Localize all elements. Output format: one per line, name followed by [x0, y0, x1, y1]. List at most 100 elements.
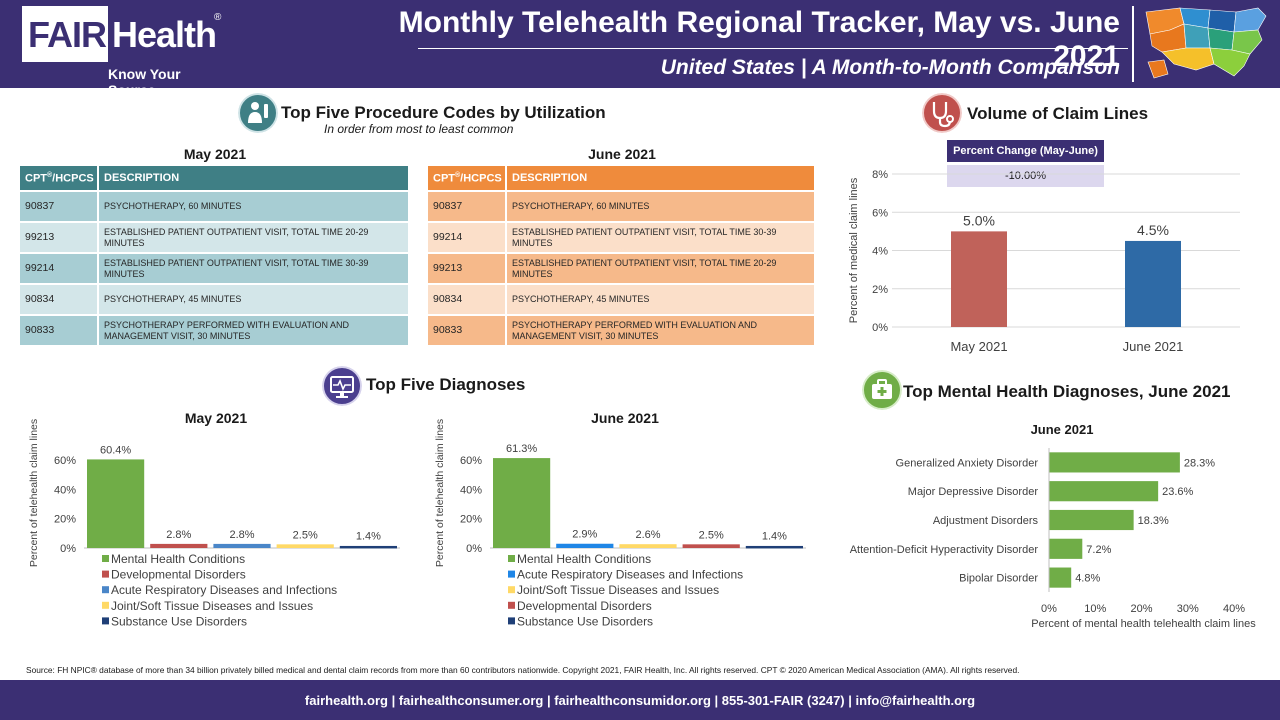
bar — [150, 543, 208, 548]
y-tick-label: 2% — [872, 284, 888, 296]
procedure-description-cell: PSYCHOTHERAPY, 45 MINUTES — [507, 283, 816, 314]
legend-entry: Joint/Soft Tissue Diseases and Issues — [517, 583, 719, 597]
y-tick-label: 4% — [872, 246, 888, 258]
title-divider — [418, 48, 1128, 49]
procedure-description-cell: ESTABLISHED PATIENT OUTPATIENT VISIT, TO… — [507, 252, 816, 283]
procedure-description-cell: ESTABLISHED PATIENT OUTPATIENT VISIT, TO… — [99, 252, 410, 283]
legend-swatch — [508, 617, 515, 625]
legend-entry: Acute Respiratory Diseases and Infection… — [111, 583, 337, 597]
footer-contact-links[interactable]: fairhealth.org | fairhealthconsumer.org … — [304, 693, 976, 708]
data-label: 2.5% — [293, 529, 318, 541]
table-row: 90834 PSYCHOTHERAPY, 45 MINUTES — [20, 283, 410, 314]
legend-swatch — [102, 555, 109, 562]
mental-chart-title: June 2021 — [1030, 422, 1094, 437]
procedure-description-cell: PSYCHOTHERAPY PERFORMED WITH EVALUATION … — [99, 314, 410, 345]
data-label: 61.3% — [506, 443, 537, 455]
logo-health-text: Health — [112, 14, 217, 55]
bar — [1049, 538, 1083, 559]
y-tick-label: 6% — [872, 207, 888, 219]
table-row: 90837 PSYCHOTHERAPY, 60 MINUTES — [20, 190, 410, 221]
col-desc-header: DESCRIPTION — [507, 166, 816, 190]
first-aid-kit-icon — [862, 370, 902, 410]
diagnoses-title: Top Five Diagnoses — [366, 375, 526, 394]
bar — [682, 544, 740, 548]
procedure-description-cell: ESTABLISHED PATIENT OUTPATIENT VISIT, TO… — [507, 221, 816, 252]
legend-swatch — [508, 586, 515, 594]
table-row: 99214 ESTABLISHED PATIENT OUTPATIENT VISI… — [20, 252, 410, 283]
diagnoses-may-chart: 0% 20% 40% 60% 60.4% Mental Health Conditions… — [28, 419, 400, 628]
table-row: 90833 PSYCHOTHERAPY PERFORMED WITH EVALUA… — [20, 314, 410, 345]
bar — [1049, 452, 1180, 473]
legend-swatch — [102, 617, 109, 625]
x-tick-label: 0% — [1041, 603, 1057, 615]
procedure-description-cell: PSYCHOTHERAPY, 45 MINUTES — [99, 283, 410, 314]
legend-entry: Acute Respiratory Diseases and Infection… — [517, 568, 743, 582]
x-tick-label: 20% — [1130, 603, 1152, 615]
legend-swatch — [508, 555, 515, 562]
bar — [619, 544, 677, 548]
diagnoses-june-chart: 0% 20% 40% 60% 61.3% Mental Health Conditions… — [434, 419, 806, 628]
table-row: 99214 ESTABLISHED PATIENT OUTPATIENT VISI… — [428, 221, 816, 252]
procedure-description-cell: PSYCHOTHERAPY, 60 MINUTES — [99, 190, 410, 221]
bar — [1049, 481, 1159, 502]
legend-entry: Mental Health Conditions — [111, 552, 245, 566]
source-note: Source: FH NPIC® database of more than 3… — [26, 665, 1020, 675]
category-label: Attention-Deficit Hyperactivity Disorder — [850, 544, 1039, 556]
y-tick-label: 40% — [460, 484, 482, 496]
legend-swatch — [508, 601, 515, 609]
procedure-code-cell: 90833 — [428, 314, 507, 345]
y-axis-label: Percent of medical claim lines — [848, 177, 860, 323]
legend-swatch — [508, 570, 515, 578]
june-table-title: June 2021 — [588, 146, 656, 162]
legend-entry: Developmental Disorders — [517, 599, 652, 613]
fair-health-logo[interactable]: FAIR Health ® Know Your Source — [18, 4, 226, 98]
category-label: Major Depressive Disorder — [908, 486, 1039, 498]
table-header-row: CPT®/HCPCS DESCRIPTION — [20, 166, 410, 190]
procedure-code-cell: 90834 — [20, 283, 99, 314]
logo-tagline: Know Your Source — [108, 66, 181, 98]
bar — [87, 459, 145, 548]
bar — [339, 545, 397, 549]
col-code-header: CPT®/HCPCS — [20, 166, 99, 190]
y-tick-label: 40% — [54, 484, 76, 496]
procedure-code-cell: 90837 — [20, 190, 99, 221]
y-tick-label: 0% — [872, 322, 888, 334]
x-tick-label: June 2021 — [1123, 339, 1184, 354]
data-label: 2.6% — [635, 529, 660, 541]
table-row: 99213 ESTABLISHED PATIENT OUTPATIENT VISI… — [428, 252, 816, 283]
procedures-title: Top Five Procedure Codes by Utilization — [281, 103, 606, 122]
bar — [276, 544, 334, 548]
legend-entry: Substance Use Disorders — [517, 614, 653, 628]
x-axis-label: Percent of mental health telehealth clai… — [1031, 618, 1256, 630]
bar — [556, 543, 614, 548]
data-label: 2.5% — [699, 529, 724, 541]
mental-health-chart: Generalized Anxiety Disorder 28.3% Major D… — [850, 448, 1256, 630]
data-label: 2.8% — [229, 529, 254, 541]
legend-entry: Mental Health Conditions — [517, 552, 651, 566]
y-axis-label: Percent of telehealth claim lines — [28, 419, 40, 567]
volume-title: Volume of Claim Lines — [967, 104, 1149, 123]
legend-swatch — [102, 570, 109, 578]
bar — [1125, 240, 1181, 327]
header-vertical-divider — [1132, 6, 1134, 82]
procedure-code-cell: 90833 — [20, 314, 99, 345]
procedure-code-cell: 90834 — [428, 283, 507, 314]
data-label: 7.2% — [1086, 544, 1111, 556]
x-tick-label: 30% — [1177, 603, 1199, 615]
data-label: 4.8% — [1075, 573, 1100, 585]
data-label: 1.4% — [762, 531, 787, 543]
may-procedure-table: CPT®/HCPCS DESCRIPTION 90837 PSYCHOTHERAP… — [20, 166, 410, 345]
monitor-heartbeat-icon — [322, 366, 362, 406]
y-axis-label: Percent of telehealth claim lines — [434, 419, 446, 567]
procedure-code-cell: 99214 — [20, 252, 99, 283]
procedures-subtitle: In order from most to least common — [324, 122, 514, 136]
data-label: 28.3% — [1184, 457, 1215, 469]
procedure-description-cell: PSYCHOTHERAPY, 60 MINUTES — [507, 190, 816, 221]
volume-chart: 0% 2% 4% 6% 8% 5.0% May 2021 4.5% June 2021 Perce… — [848, 169, 1240, 354]
data-label: 60.4% — [100, 444, 131, 456]
legend-swatch — [102, 601, 109, 609]
legend-entry: Substance Use Disorders — [111, 614, 247, 628]
y-tick-label: 0% — [466, 543, 482, 555]
x-tick-label: May 2021 — [950, 339, 1007, 354]
table-row: 90833 PSYCHOTHERAPY PERFORMED WITH EVALUA… — [428, 314, 816, 345]
